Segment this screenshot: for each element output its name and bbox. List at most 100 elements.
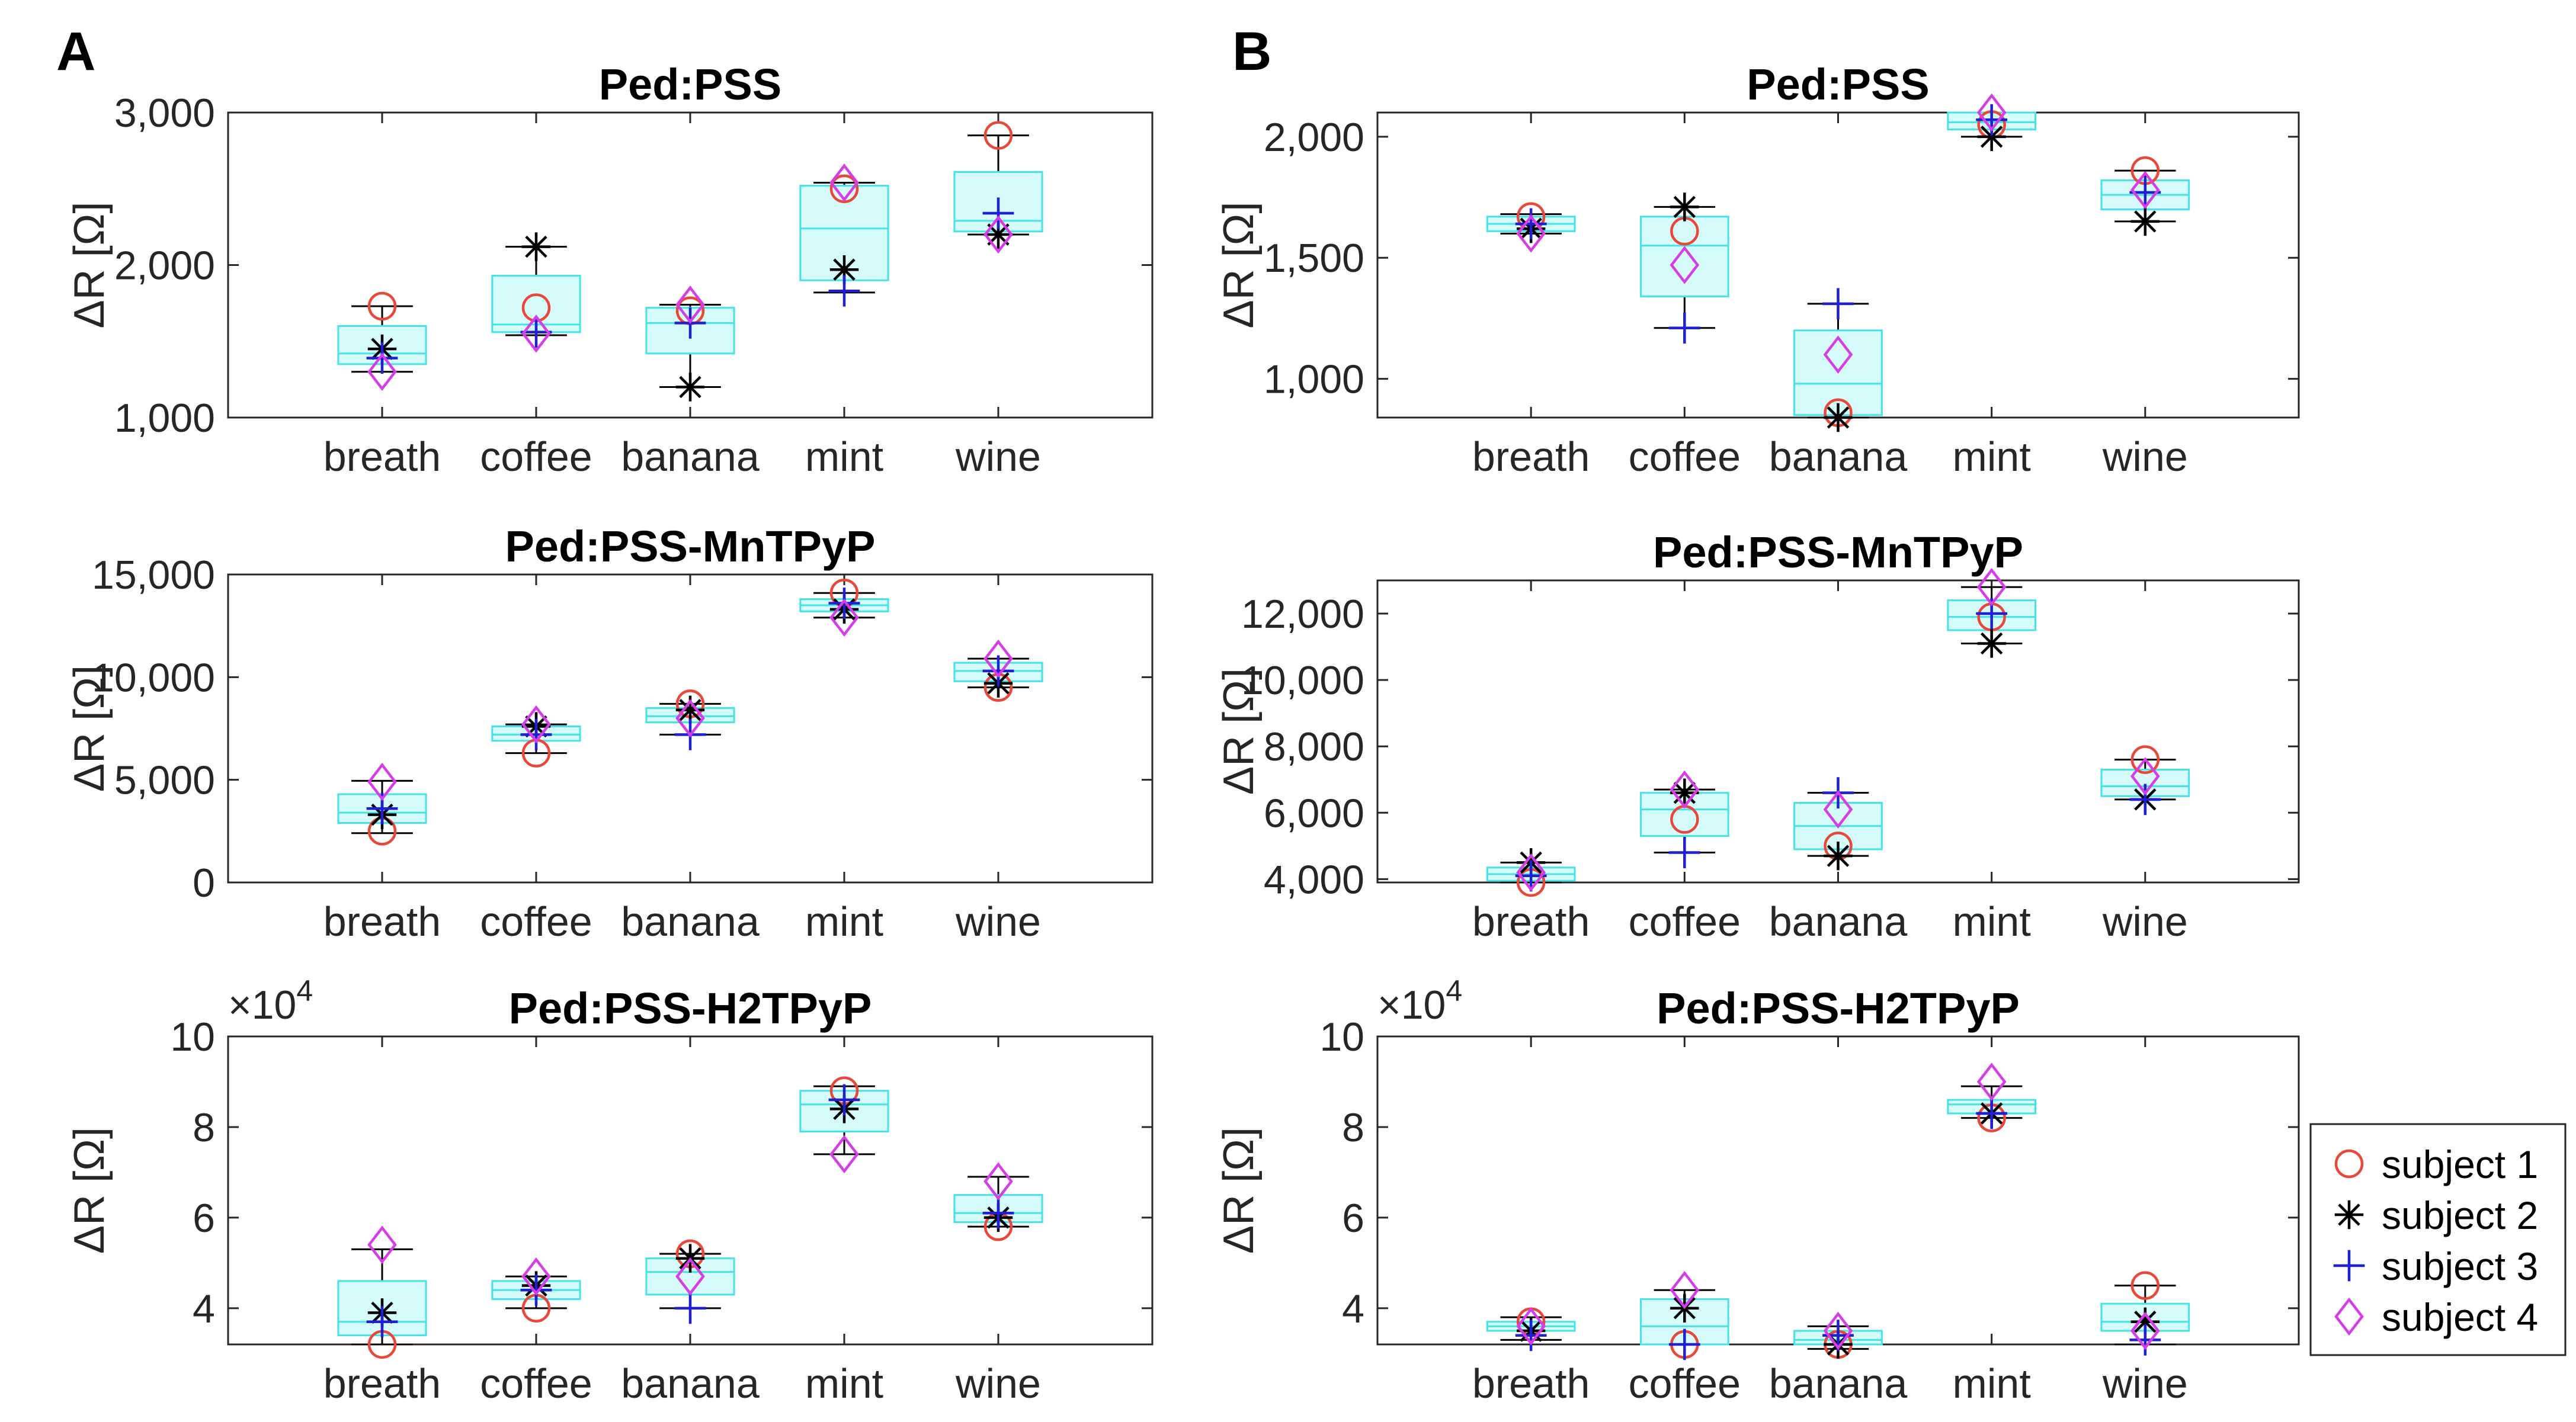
- y-axis-label: ΔR [Ω]: [1215, 1127, 1263, 1254]
- marker-subject-3-mint: [828, 275, 860, 307]
- marker-subject-1-breath: [367, 291, 397, 321]
- marker-subject-2-coffee: [521, 232, 551, 261]
- y-tick-label: 10: [170, 1015, 215, 1060]
- marker-subject-4-breath: [367, 352, 397, 391]
- marker-subject-4-coffee: [521, 705, 551, 744]
- y-exponent-label: ×104: [228, 974, 313, 1028]
- marker-subject-4-wine: [2130, 171, 2160, 210]
- legend-box: [2309, 1123, 2567, 1356]
- marker-subject-3-banana: [1822, 288, 1854, 320]
- x-tick-label: breath: [1472, 1360, 1590, 1407]
- marker-subject-3-mint: [828, 588, 860, 619]
- marker-subject-4-mint: [829, 163, 859, 202]
- plot-title: Ped:PSS: [1747, 60, 1929, 109]
- marker-subject-3-wine: [982, 655, 1014, 687]
- marker-subject-3-coffee: [520, 719, 552, 750]
- subplot-0: Ped:PSS ΔR [Ω] 1,000 2,000 3,000 breath coffee…: [66, 60, 1154, 480]
- plot-title: Ped:PSS-H2TPyP: [509, 984, 872, 1033]
- marker-subject-4-banana: [1823, 335, 1853, 374]
- y-tick-label: 1,000: [1264, 357, 1364, 402]
- marker-subject-2-mint: [829, 255, 859, 284]
- marker-subject-3-coffee: [1668, 837, 1700, 868]
- marker-subject-4-mint: [1976, 93, 2007, 132]
- marker-subject-4-breath: [1516, 853, 1546, 892]
- subplot-5: Ped:PSS-H2TPyP ΔR [Ω] 4 6 8 10 ×104 breath coffe…: [1215, 974, 2300, 1407]
- x-tick-label: coffee: [480, 1360, 592, 1407]
- x-tick-label: breath: [323, 434, 441, 480]
- marker-subject-4-wine: [983, 1162, 1013, 1200]
- x-tick-label: breath: [323, 898, 441, 945]
- x-tick-label: wine: [2102, 434, 2188, 480]
- y-tick-label: 10: [1319, 1015, 1364, 1060]
- y-axis-label: ΔR [Ω]: [66, 665, 113, 792]
- marker-subject-1-wine: [983, 121, 1013, 150]
- subplot-3: Ped:PSS-MnTPyP ΔR [Ω] 4,000 6,000 8,000 10,00…: [1215, 528, 2300, 945]
- marker-subject-4-mint: [829, 598, 859, 637]
- y-tick-label: 0: [193, 861, 215, 906]
- y-tick-label: 10,000: [1241, 658, 1364, 703]
- x-tick-label: mint: [805, 1360, 883, 1407]
- marker-subject-2-mint: [1977, 629, 2006, 658]
- y-tick-label: 10,000: [92, 655, 215, 700]
- y-tick-label: 8: [193, 1105, 215, 1150]
- legend-marker-3: [2333, 1250, 2365, 1282]
- x-tick-label: banana: [1769, 434, 1908, 480]
- y-tick-label: 4: [193, 1286, 215, 1331]
- legend-marker-4: [2334, 1297, 2364, 1336]
- marker-subject-4-coffee: [1670, 246, 1700, 284]
- marker-subject-4-wine: [2130, 1311, 2160, 1350]
- plot-title: Ped:PSS: [599, 60, 781, 109]
- y-tick-label: 6,000: [1264, 791, 1364, 836]
- legend: subject 1 subject 2 subject 3 subject 4: [2309, 1123, 2567, 1356]
- marker-subject-3-mint: [1976, 1097, 2008, 1129]
- x-tick-label: coffee: [1629, 898, 1741, 945]
- marker-subject-2-banana: [675, 373, 705, 402]
- marker-subject-3-breath: [1515, 1320, 1547, 1352]
- marker-subject-4-mint: [829, 1135, 859, 1174]
- marker-subject-3-coffee: [520, 1274, 552, 1306]
- panel-label-a: A: [56, 21, 95, 82]
- y-tick-label: 15,000: [92, 553, 215, 598]
- marker-subject-3-wine: [2129, 1324, 2161, 1356]
- x-tick-label: mint: [1953, 1360, 2031, 1407]
- x-tick-label: coffee: [480, 434, 592, 480]
- x-tick-label: breath: [323, 1360, 441, 1407]
- legend-label-4: subject 4: [2382, 1295, 2538, 1339]
- legend-marker-1: [2334, 1149, 2364, 1179]
- marker-subject-3-mint: [828, 1084, 860, 1116]
- marker-subject-1-wine: [2130, 745, 2160, 774]
- legend-label-1: subject 1: [2382, 1142, 2538, 1186]
- marker-subject-4-banana: [675, 1257, 705, 1296]
- marker-subject-3-wine: [982, 1197, 1014, 1229]
- x-tick-label: banana: [621, 898, 760, 945]
- marker-subject-4-mint: [1976, 1063, 2007, 1101]
- y-tick-label: 1,500: [1264, 236, 1364, 281]
- y-tick-label: 8: [1342, 1105, 1364, 1150]
- y-tick-label: 5,000: [114, 758, 215, 803]
- x-tick-label: banana: [621, 1360, 760, 1407]
- y-tick-label: 2,000: [114, 243, 215, 288]
- subplot-4: Ped:PSS-H2TPyP ΔR [Ω] 4 6 8 10 ×104 breath coffe…: [66, 974, 1154, 1407]
- marker-subject-4-coffee: [1670, 1270, 1700, 1309]
- marker-subject-3-breath: [366, 342, 398, 374]
- marker-subject-3-breath: [366, 1306, 398, 1338]
- legend-marker-2: [2334, 1200, 2364, 1230]
- x-tick-label: coffee: [1629, 1360, 1741, 1407]
- y-tick-label: 6: [1342, 1196, 1364, 1241]
- marker-subject-2-wine: [2130, 207, 2160, 236]
- marker-subject-4-coffee: [521, 1257, 551, 1296]
- y-exponent-label: ×104: [1377, 974, 1462, 1028]
- marker-subject-4-breath: [367, 762, 397, 801]
- marker-subject-1-wine: [2130, 1271, 2160, 1300]
- marker-subject-4-breath: [367, 1225, 397, 1264]
- marker-subject-4-coffee: [1670, 770, 1700, 809]
- marker-subject-4-banana: [675, 285, 705, 324]
- x-tick-label: breath: [1472, 898, 1590, 945]
- y-axis-label: ΔR [Ω]: [66, 1127, 113, 1254]
- x-tick-label: breath: [1472, 434, 1590, 480]
- y-axis-label: ΔR [Ω]: [66, 202, 113, 329]
- y-tick-label: 4: [1342, 1286, 1364, 1331]
- x-tick-label: wine: [955, 1360, 1041, 1407]
- marker-subject-3-coffee: [1668, 312, 1700, 344]
